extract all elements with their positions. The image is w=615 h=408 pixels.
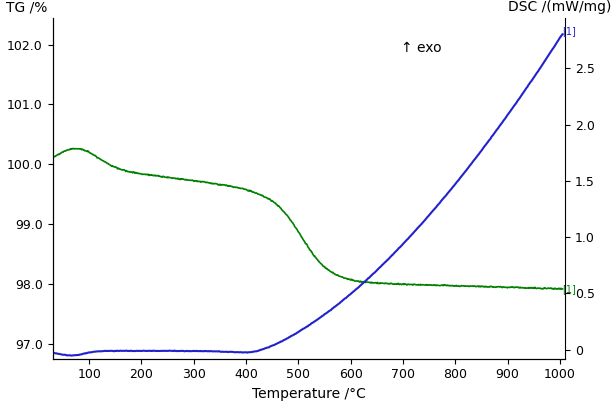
Y-axis label: TG /%: TG /% <box>6 0 48 14</box>
Text: [1]: [1] <box>563 284 576 294</box>
Text: ↑ exo: ↑ exo <box>402 42 442 55</box>
Y-axis label: DSC /(mW/mg): DSC /(mW/mg) <box>508 0 611 14</box>
X-axis label: Temperature /°C: Temperature /°C <box>252 387 366 401</box>
Text: [1]: [1] <box>563 26 576 36</box>
